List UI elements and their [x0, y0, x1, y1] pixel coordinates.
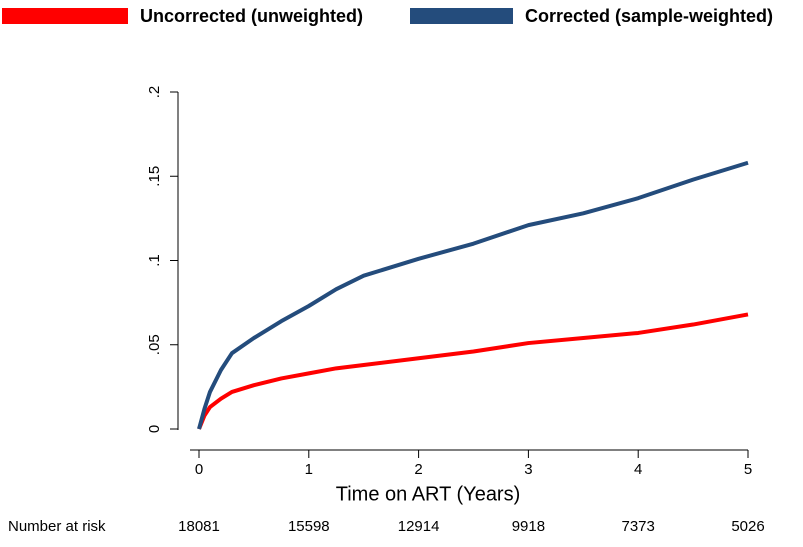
legend-label: Uncorrected (unweighted): [140, 6, 363, 26]
y-tick-label: .15: [146, 166, 163, 187]
x-tick-label: 1: [305, 461, 313, 478]
x-tick-label: 2: [414, 461, 422, 478]
x-tick-label: 3: [524, 461, 532, 478]
legend-label: Corrected (sample-weighted): [525, 6, 773, 26]
risk-value: 7373: [622, 518, 655, 535]
x-tick-label: 0: [195, 461, 203, 478]
risk-label: Number at risk: [8, 518, 106, 535]
x-tick-label: 4: [634, 461, 642, 478]
legend-swatch: [2, 8, 128, 24]
y-tick-label: .05: [146, 334, 163, 355]
risk-value: 9918: [512, 518, 545, 535]
y-tick-label: 0: [146, 425, 163, 433]
x-tick-label: 5: [744, 461, 752, 478]
legend: Uncorrected (unweighted) Corrected (sampl…: [2, 6, 773, 26]
risk-value: 5026: [731, 518, 764, 535]
risk-value: 12914: [398, 518, 440, 535]
x-axis-label: Time on ART (Years): [336, 483, 521, 505]
risk-value: 15598: [288, 518, 330, 535]
y-tick-label: .1: [146, 254, 163, 267]
series-line: [197, 160, 749, 430]
legend-swatch: [410, 8, 513, 24]
risk-value: 18081: [178, 518, 220, 535]
y-tick-label: .2: [146, 86, 163, 99]
series-line: [197, 312, 749, 430]
